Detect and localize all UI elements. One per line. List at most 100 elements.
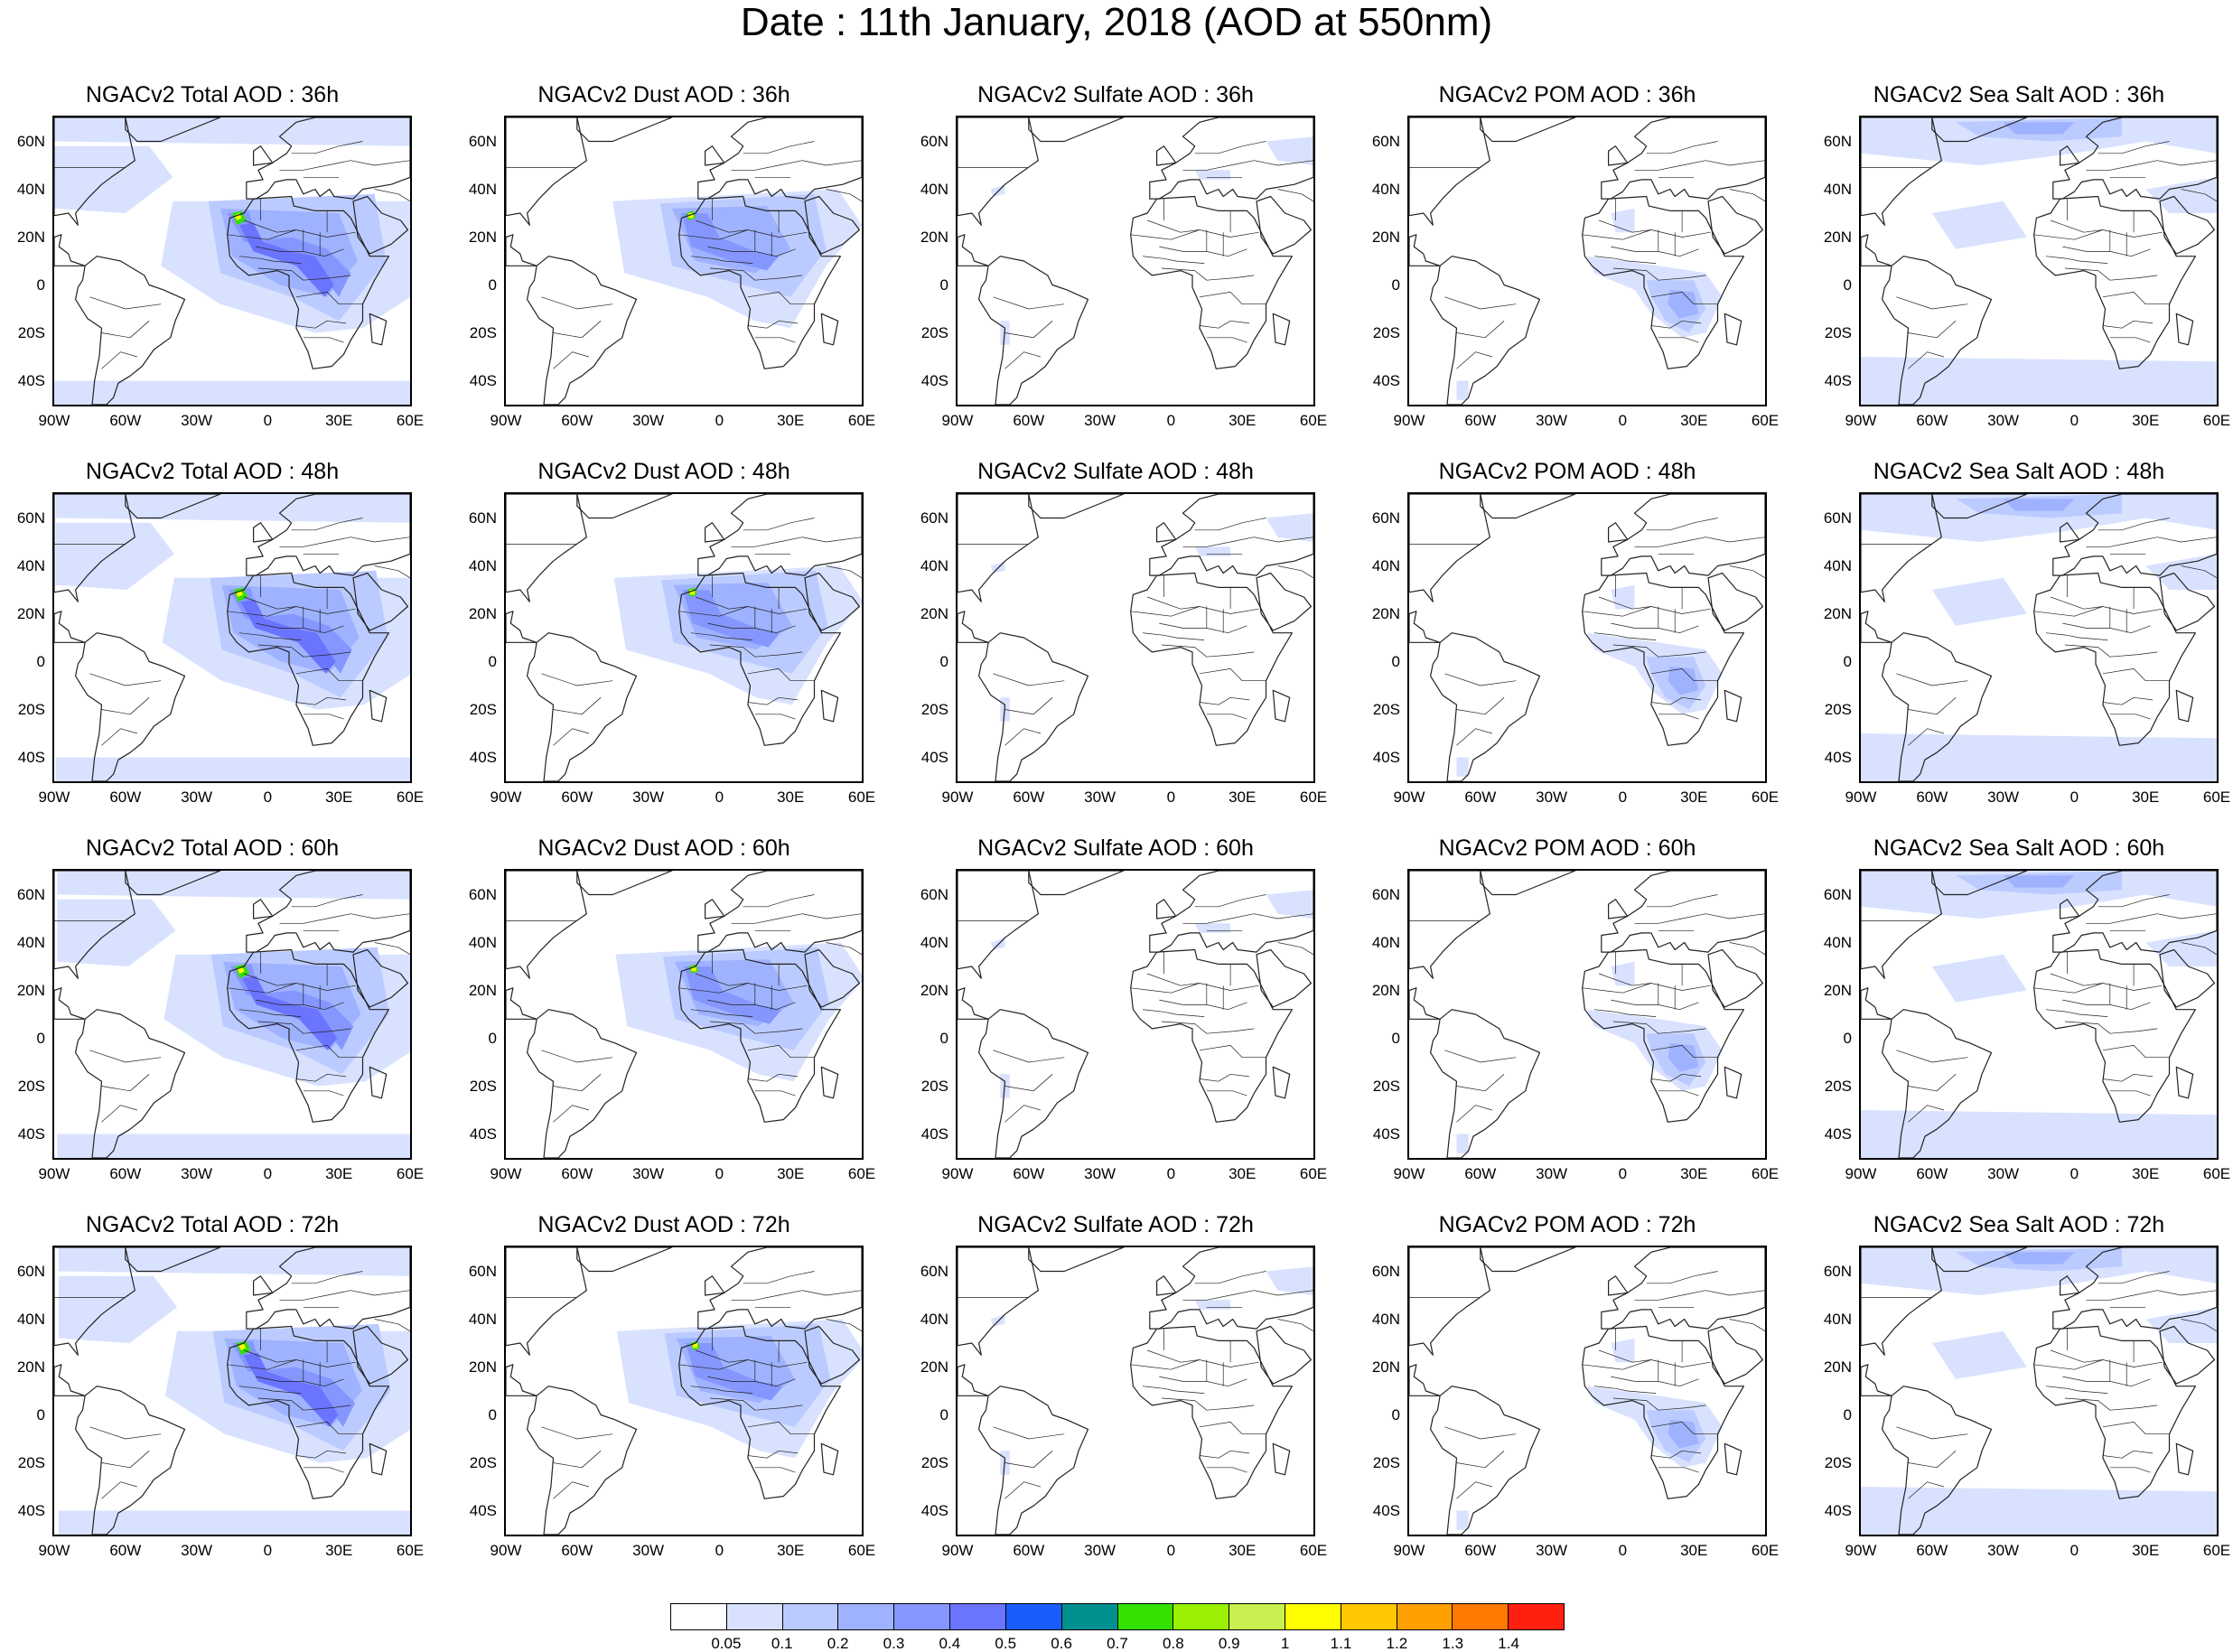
coastline <box>75 256 186 405</box>
country-border <box>1199 1045 1266 1059</box>
country-border <box>1456 321 1505 339</box>
lat-tick-label: 40N <box>1371 180 1400 198</box>
country-border <box>1658 1090 1699 1097</box>
country-border <box>238 256 302 264</box>
lat-tick-label: 0 <box>1843 652 1852 670</box>
lat-tick-label: 40N <box>1823 180 1852 198</box>
lat-tick-label: 40N <box>16 556 45 574</box>
lat-tick-label: 0 <box>36 275 45 294</box>
aod-shading <box>1861 117 2217 165</box>
coastline <box>1156 145 1177 166</box>
aod-shading <box>1861 733 2217 781</box>
lon-tick-label: 30W <box>632 1165 665 1182</box>
lon-tick-label: 90W <box>1845 789 1877 806</box>
lon-tick-label: 60W <box>1013 789 1045 806</box>
aod-shading <box>2003 875 2075 888</box>
colorbar-swatch <box>1117 1604 1174 1629</box>
aod-shading <box>1861 1110 2217 1158</box>
map-panel-seasalt-3: NGACv2 Sea Salt AOD : 72h 60N 40N 20N 0 20S 40… <box>1807 1211 2231 1559</box>
coastline <box>1931 871 2028 896</box>
aod-field <box>1861 871 2217 1158</box>
aod-shading <box>1668 666 1699 695</box>
lon-tick-label: 60W <box>1013 1165 1045 1182</box>
country-border <box>1908 351 1944 369</box>
coastline <box>369 689 388 723</box>
coastline <box>1272 1442 1291 1476</box>
lat-tick-label: 20N <box>16 604 45 622</box>
lat-tick-label: 40S <box>469 1125 497 1143</box>
coastline <box>1861 494 1942 602</box>
aod-shading <box>1668 289 1699 319</box>
country-border <box>89 296 162 310</box>
country-border <box>101 1074 150 1092</box>
coastline <box>697 1247 862 1330</box>
map-frame <box>1407 1246 1767 1536</box>
aod-shading <box>2145 177 2217 213</box>
coastline <box>1480 871 1576 896</box>
country-border <box>747 1422 815 1435</box>
coastline <box>2159 195 2215 255</box>
aod-map <box>1861 117 2217 405</box>
aod-shading <box>1266 513 1313 542</box>
country-border <box>1130 983 1259 994</box>
country-border <box>1634 537 1765 547</box>
aod-field <box>1456 584 1723 777</box>
country-border <box>291 894 363 908</box>
lat-tick-label: 20N <box>920 1358 948 1376</box>
country-border <box>243 1349 296 1363</box>
country-border <box>291 141 363 154</box>
coastline <box>1272 1066 1291 1099</box>
lon-tick-label: 60W <box>561 789 593 806</box>
map-frame <box>956 492 1315 783</box>
panel-title: NGACv2 POM AOD : 72h <box>1438 1212 1696 1237</box>
map-frame <box>956 1246 1315 1536</box>
country-border <box>1004 321 1053 339</box>
country-border <box>1194 518 1266 531</box>
lat-tick-label: 20S <box>17 1453 45 1471</box>
coastlines <box>1861 1247 2217 1535</box>
coastline <box>227 572 389 746</box>
coastlines <box>1409 117 1765 405</box>
lon-tick-label: 60W <box>1013 412 1045 429</box>
lon-tick-label: 0 <box>2069 1165 2079 1182</box>
country-border <box>754 337 796 343</box>
coastline <box>804 1325 860 1385</box>
colorbar-swatch <box>1453 1604 1509 1629</box>
aod-map <box>506 117 862 405</box>
aod-field <box>55 494 410 781</box>
country-border <box>1146 973 1200 986</box>
aod-shading <box>1931 577 2027 626</box>
country-border <box>553 697 602 715</box>
country-border <box>541 1426 613 1440</box>
map-panel-seasalt-1: NGACv2 Sea Salt AOD : 48h 60N 40N 20N 0 20S 40… <box>1807 458 2231 806</box>
coastline <box>54 494 135 602</box>
country-border <box>1598 1349 1651 1363</box>
lat-tick-label: 40S <box>17 1501 45 1519</box>
colorbar-tick-label: 0.2 <box>827 1635 849 1652</box>
aod-shading <box>1861 871 2217 919</box>
country-border <box>1612 1397 1706 1411</box>
lon-tick-label: 30W <box>181 1542 213 1559</box>
aod-field <box>612 189 862 329</box>
coastline <box>820 689 839 723</box>
coastline <box>958 611 989 643</box>
coastline <box>1480 117 1576 143</box>
country-border <box>1908 321 1957 339</box>
country-border <box>89 1050 162 1063</box>
coastline <box>804 572 860 631</box>
coastline <box>1272 689 1291 723</box>
coastline <box>2052 871 2217 953</box>
lat-tick-label: 40S <box>469 371 497 389</box>
country-border <box>747 1073 799 1082</box>
aod-shading <box>55 757 410 781</box>
lon-tick-label: 90W <box>38 412 70 429</box>
coastline <box>705 522 725 543</box>
lon-tick-label: 90W <box>1845 1165 1877 1182</box>
lat-tick-label: 40S <box>1372 1501 1400 1519</box>
lat-tick-label: 20S <box>920 700 948 718</box>
coastline <box>1256 195 1312 255</box>
aod-map <box>1409 494 1765 781</box>
coastline <box>1130 1325 1293 1499</box>
panel-title: NGACv2 Sea Salt AOD : 48h <box>1873 459 2165 484</box>
lon-tick-label: 30W <box>1536 1542 1568 1559</box>
